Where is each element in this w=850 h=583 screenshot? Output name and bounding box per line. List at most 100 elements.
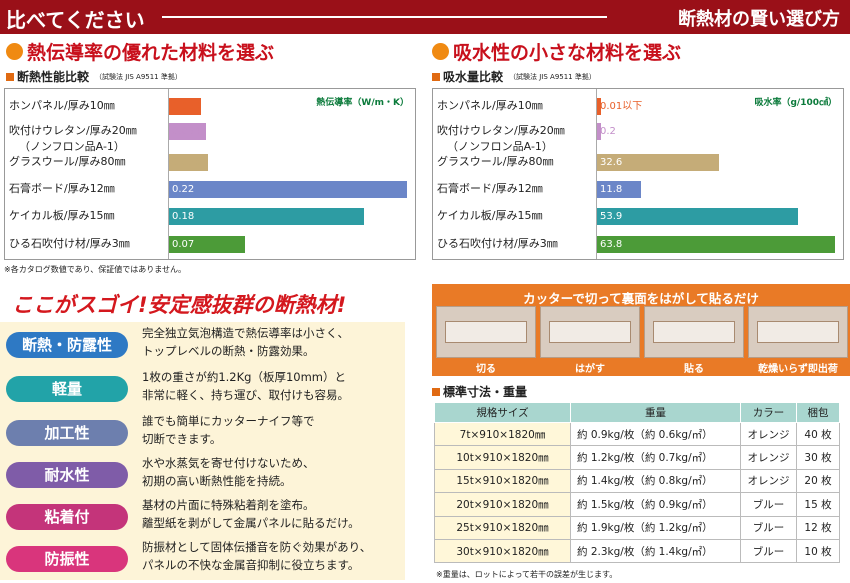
chart-category-label: 吹付けウレタン/厚み20㎜ <box>437 124 565 137</box>
right-subtitle-note: （試験法 JIS A9511 準拠） <box>509 72 596 81</box>
chart-bar <box>169 154 208 171</box>
chart-bar <box>597 123 601 140</box>
cell-size: 25t×910×1820㎜ <box>434 515 571 540</box>
feature-description-line: パネルの不快な金属音抑制に役立ちます。 <box>142 558 360 572</box>
cell-color: オレンジ <box>740 468 797 494</box>
table-footnote: ※重量は、ロットによって若干の誤差が生じます。 <box>436 570 618 579</box>
left-subtitle-note: （試験法 JIS A9511 準拠） <box>95 72 182 81</box>
chart-data-label: 11.8 <box>600 184 623 195</box>
left-subtitle: 断熱性能比較 （試験法 JIS A9511 準拠） <box>6 68 182 85</box>
chart-bar <box>597 181 641 198</box>
chart-data-label: 0.07 <box>172 239 195 250</box>
step-label: 乾燥いらず即出荷 <box>758 364 838 375</box>
cell-pack: 15 枚 <box>796 492 840 517</box>
chart-category-label: ケイカル板/厚み15㎜ <box>437 209 543 222</box>
standard-title-text: 標準寸法・重量 <box>443 385 528 399</box>
feature-description-line: トップレベルの断熱・防露効果。 <box>142 344 315 358</box>
step-cut-image <box>436 306 536 358</box>
feature-description-line: 切断できます。 <box>142 432 222 446</box>
features-panel: 断熱・防露性 完全独立気泡構造で熱伝導率は小さく、 トップレベルの断熱・防露効果。軽… <box>0 322 405 580</box>
cell-weight: 約 1.5kg/枚（約 0.9kg/㎡） <box>570 492 741 517</box>
feature-item: 耐水性 水や水蒸気を寄せ付けないため、 初期の高い断熱性能を持続。 <box>6 454 406 494</box>
chart-category-label: グラスウール/厚み80㎜ <box>9 155 126 168</box>
feature-description: 誰でも簡単にカッターナイフ等で 切断できます。 <box>142 412 412 448</box>
right-subtitle: 吸水量比較 （試験法 JIS A9511 準拠） <box>432 68 596 85</box>
feature-description-line: 基材の片面に特殊粘着剤を塗布。 <box>142 498 315 512</box>
cell-color: オレンジ <box>740 421 797 447</box>
chart-row: 石膏ボード/厚み12㎜ 11.8 <box>433 180 843 200</box>
chart-category-sublabel: （ノンフロン品A-1） <box>447 140 553 153</box>
chart-row: 石膏ボード/厚み12㎜ 0.22 <box>5 180 415 200</box>
right-section-title: 吸水性の小さな材料を選ぶ <box>432 38 681 65</box>
step-label: 切る <box>476 364 496 375</box>
feature-description: 防振材として固体伝播音を防ぐ効果があり、 パネルの不快な金属音抑制に役立ちます。 <box>142 538 412 574</box>
chart-bar <box>597 236 835 253</box>
cell-weight: 約 1.2kg/枚（約 0.7kg/㎡） <box>570 445 741 470</box>
howto-title: カッターで切って裏面をはがして貼るだけ <box>523 291 759 306</box>
feature-description: 基材の片面に特殊粘着剤を塗布。離型紙を剥がして金属パネルに貼るだけ。 <box>142 496 412 532</box>
chart-axis-line <box>168 89 169 259</box>
left-section-title: 熱伝導率の優れた材料を選ぶ <box>6 38 274 65</box>
chart-category-label: 石膏ボード/厚み12㎜ <box>9 182 115 195</box>
feature-item: 断熱・防露性 完全独立気泡構造で熱伝導率は小さく、 トップレベルの断熱・防露効果。 <box>6 324 406 364</box>
feature-item: 加工性 誰でも簡単にカッターナイフ等で 切断できます。 <box>6 412 406 452</box>
feature-label: 加工性 <box>6 420 128 446</box>
chart-category-label: ひる石吹付け材/厚み3㎜ <box>437 237 558 250</box>
feature-label: 防振性 <box>6 546 128 572</box>
square-bullet-icon <box>432 387 440 396</box>
water-absorption-chart: 吸水率（g/100㎠） ホンパネル/厚み10㎜ 0.01以下 吹付けウレタン/厚み2… <box>432 88 844 260</box>
feature-item: 防振性 防振材として固体伝播音を防ぐ効果があり、 パネルの不快な金属音抑制に役立ちま… <box>6 538 406 578</box>
chart-data-label: 0.2 <box>600 126 616 137</box>
chart-row: ケイカル板/厚み15㎜ 53.9 <box>433 207 843 227</box>
feature-description-line: 1枚の重さが約1.2Kg（板厚10mm）と <box>142 370 346 384</box>
chart-row: グラスウール/厚み80㎜ 0.036 <box>5 153 415 173</box>
left-footnote: ※各カタログ数値であり、保証値ではありません。 <box>4 265 187 274</box>
chart-row: 吹付けウレタン/厚み20㎜ （ノンフロン品A-1） 0.2 <box>433 122 843 153</box>
feature-label: 耐水性 <box>6 462 128 488</box>
step-label: はがす <box>575 364 605 375</box>
feature-description: 1枚の重さが約1.2Kg（板厚10mm）と 非常に軽く、持ち運び、取付けも容易。 <box>142 368 412 404</box>
cell-pack: 20 枚 <box>796 468 840 494</box>
cell-pack: 30 枚 <box>796 445 840 470</box>
chart-bar <box>169 123 206 140</box>
feature-item: 軽量 1枚の重さが約1.2Kg（板厚10mm）と 非常に軽く、持ち運び、取付けも容易… <box>6 368 406 408</box>
col-header-pack: 梱包 <box>796 402 840 423</box>
chart-row: ホンパネル/厚み10㎜ 0.01以下 <box>433 97 843 117</box>
cell-size: 20t×910×1820㎜ <box>434 492 571 517</box>
left-subtitle-text: 断熱性能比較 <box>17 70 90 84</box>
cell-size: 30t×910×1820㎜ <box>434 538 571 564</box>
chart-category-label: ホンパネル/厚み10㎜ <box>437 99 543 112</box>
feature-item: 粘着付 基材の片面に特殊粘着剤を塗布。 離型紙を剥がして金属パネルに貼るだけ。 <box>6 496 406 536</box>
step-label: 貼る <box>684 364 704 375</box>
cell-size: 15t×910×1820㎜ <box>434 468 571 494</box>
feature-description-line: 離型紙を剥がして金属パネルに貼るだけ。 <box>142 516 360 530</box>
col-header-weight: 重量 <box>570 402 741 423</box>
right-section-title-text: 吸水性の小さな材料を選ぶ <box>453 42 682 64</box>
right-subtitle-text: 吸水量比較 <box>443 70 504 84</box>
feature-description: 水や水蒸気を寄せ付けないため、 初期の高い断熱性能を持続。 <box>142 454 412 490</box>
cell-pack: 10 枚 <box>796 538 840 564</box>
chart-data-label: 0.030 <box>172 101 201 112</box>
chart-category-label: グラスウール/厚み80㎜ <box>437 155 554 168</box>
feature-description-line: 完全独立気泡構造で熱伝導率は小さく、 <box>142 326 349 340</box>
chart-row: 吹付けウレタン/厚み20㎜ （ノンフロン品A-1） 0.034 <box>5 122 415 153</box>
chart-data-label: 0.01以下 <box>600 101 643 112</box>
standard-title: 標準寸法・重量 <box>432 383 527 400</box>
cell-weight: 約 1.9kg/枚（約 1.2kg/㎡） <box>570 515 741 540</box>
cell-pack: 12 枚 <box>796 515 840 540</box>
feature-description: 完全独立気泡構造で熱伝導率は小さく、 トップレベルの断熱・防露効果。 <box>142 324 412 360</box>
cell-weight: 約 0.9kg/枚（約 0.6kg/㎡） <box>570 421 741 447</box>
chart-bar <box>169 98 201 115</box>
feature-label: 断熱・防露性 <box>6 332 128 358</box>
chart-data-label: 53.9 <box>600 211 623 222</box>
col-header-color: カラー <box>740 402 797 423</box>
header-divider <box>162 16 607 18</box>
chart-row: ケイカル板/厚み15㎜ 0.18 <box>5 207 415 227</box>
chart-row: ひる石吹付け材/厚み3㎜ 0.07 <box>5 235 415 255</box>
chart-bar <box>169 181 407 198</box>
square-bullet-icon <box>432 72 440 81</box>
header-left-title: 比べてください <box>6 8 145 32</box>
chart-category-label: ホンパネル/厚み10㎜ <box>9 99 115 112</box>
step-ship-image <box>748 306 848 358</box>
